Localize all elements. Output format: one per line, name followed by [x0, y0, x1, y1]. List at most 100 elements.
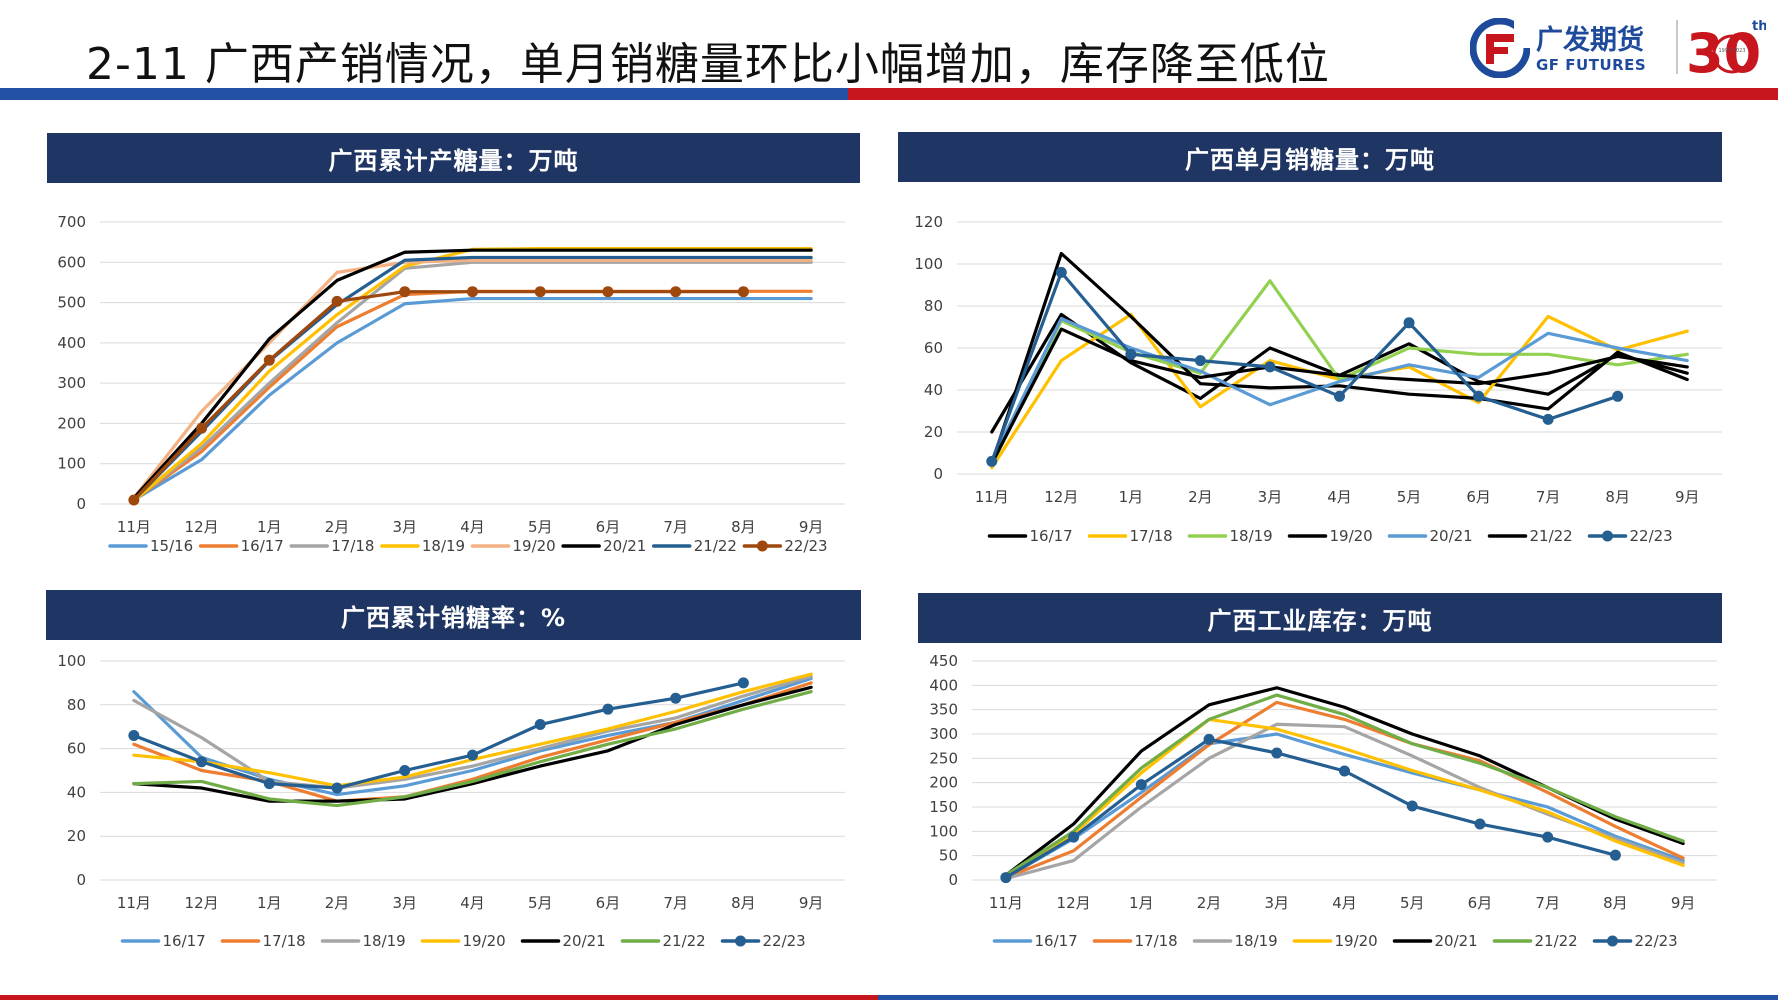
x-tick-label: 2月 [1197, 894, 1222, 912]
x-tick-label: 7月 [1536, 488, 1561, 506]
x-tick-label: 11月 [117, 518, 151, 536]
y-tick-label: 0 [76, 495, 86, 513]
y-tick-label: 60 [67, 740, 86, 758]
series-line-22-23 [132, 290, 746, 502]
y-tick-label: 250 [929, 749, 958, 767]
data-point [263, 354, 275, 366]
legend-label: 20/21 [1430, 527, 1473, 545]
bottom-bar-red [0, 995, 878, 1000]
data-point [1271, 747, 1283, 759]
legend-label: 20/21 [1435, 932, 1478, 950]
legend-label: 19/20 [513, 537, 556, 555]
legend-label: 17/18 [331, 537, 374, 555]
legend-label: 20/21 [603, 537, 646, 555]
series-line-20-21 [132, 685, 813, 803]
series-line-22-23 [1004, 737, 1618, 880]
y-tick-label: 400 [57, 334, 86, 352]
x-tick-label: 8月 [1605, 488, 1630, 506]
data-point [737, 286, 749, 298]
x-tick-label: 3月 [1258, 488, 1283, 506]
x-tick-label: 11月 [975, 488, 1009, 506]
logo-name-en: GF FUTURES [1536, 56, 1647, 74]
x-tick-label: 8月 [731, 894, 756, 912]
anniversary-suffix: th [1752, 19, 1766, 34]
x-tick-label: 7月 [1535, 894, 1560, 912]
x-tick-label: 11月 [117, 894, 151, 912]
data-point [1334, 390, 1345, 402]
company-logo: 广发期货 GF FUTURES 30 1993 2023 th [1470, 14, 1770, 84]
series-line-22-23 [132, 681, 746, 790]
legend-label: 18/19 [363, 932, 406, 950]
x-tick-label: 1月 [257, 894, 282, 912]
data-point [399, 286, 411, 298]
y-tick-label: 600 [57, 253, 86, 271]
x-tick-label: 9月 [799, 894, 824, 912]
y-tick-label: 200 [929, 774, 958, 792]
y-tick-label: 40 [924, 381, 943, 399]
legend-label: 15/16 [150, 537, 193, 555]
logo-name-cn: 广发期货 [1536, 25, 1644, 56]
data-point [196, 756, 208, 768]
series-line-18-19 [132, 674, 813, 790]
legend-label: 17/18 [263, 932, 306, 950]
x-tick-label: 7月 [663, 894, 688, 912]
data-point [737, 677, 749, 689]
logo-separator [1676, 20, 1678, 74]
y-tick-label: 40 [67, 783, 86, 801]
anniversary-30-icon: 30 1993 2023 th [1686, 19, 1766, 84]
y-tick-label: 700 [57, 213, 86, 231]
data-point [1068, 831, 1080, 843]
y-tick-label: 100 [929, 822, 958, 840]
y-tick-label: 0 [948, 871, 958, 889]
x-tick-label: 12月 [185, 894, 219, 912]
x-tick-label: 8月 [1603, 894, 1628, 912]
legend-label: 22/23 [763, 932, 806, 950]
series-line-21-22 [990, 327, 1689, 466]
data-point [1612, 390, 1624, 402]
y-tick-label: 150 [929, 798, 958, 816]
y-tick-label: 100 [57, 455, 86, 473]
x-tick-label: 1月 [1119, 488, 1144, 506]
x-tick-label: 3月 [1264, 894, 1289, 912]
legend-label: 20/21 [563, 932, 606, 950]
y-tick-label: 80 [924, 297, 943, 315]
y-tick-label: 450 [929, 652, 958, 670]
y-tick-label: 80 [67, 696, 86, 714]
chart-1-title: 广西累计产糖量：万吨 [47, 133, 860, 183]
y-tick-label: 100 [914, 255, 943, 273]
legend-marker [1607, 935, 1618, 947]
data-point [1135, 779, 1147, 791]
y-tick-label: 60 [924, 339, 943, 357]
y-tick-label: 50 [939, 847, 958, 865]
legend-label: 16/17 [241, 537, 284, 555]
legend-label: 16/17 [163, 932, 206, 950]
y-tick-label: 300 [57, 374, 86, 392]
x-tick-label: 4月 [1327, 488, 1352, 506]
series-line-20-21 [990, 317, 1689, 463]
series-line-21-22 [132, 690, 813, 808]
legend-label: 19/20 [1330, 527, 1373, 545]
legend-label: 22/23 [784, 537, 827, 555]
series-line-16-17 [1004, 732, 1685, 880]
legend-label: 16/17 [1035, 932, 1078, 950]
top-bar-blue [0, 88, 848, 100]
series-line-17-18 [1004, 700, 1685, 880]
legend-marker [756, 540, 768, 552]
y-tick-label: 300 [929, 725, 958, 743]
x-tick-label: 3月 [392, 518, 417, 536]
series-line-17-18 [132, 260, 813, 502]
chart-3-title: 广西累计销糖率：% [46, 590, 861, 640]
data-point [602, 703, 614, 715]
data-point [602, 286, 614, 298]
data-point [534, 286, 546, 298]
x-tick-label: 5月 [1397, 488, 1422, 506]
legend-label: 21/22 [1530, 527, 1573, 545]
data-point [1474, 818, 1486, 830]
x-tick-label: 11月 [989, 894, 1023, 912]
data-point [128, 729, 140, 741]
chart-2-title: 广西单月销糖量：万吨 [898, 132, 1722, 182]
legend-label: 16/17 [1030, 527, 1073, 545]
series-line-15-16 [132, 296, 813, 502]
top-bar-red [848, 88, 1778, 100]
